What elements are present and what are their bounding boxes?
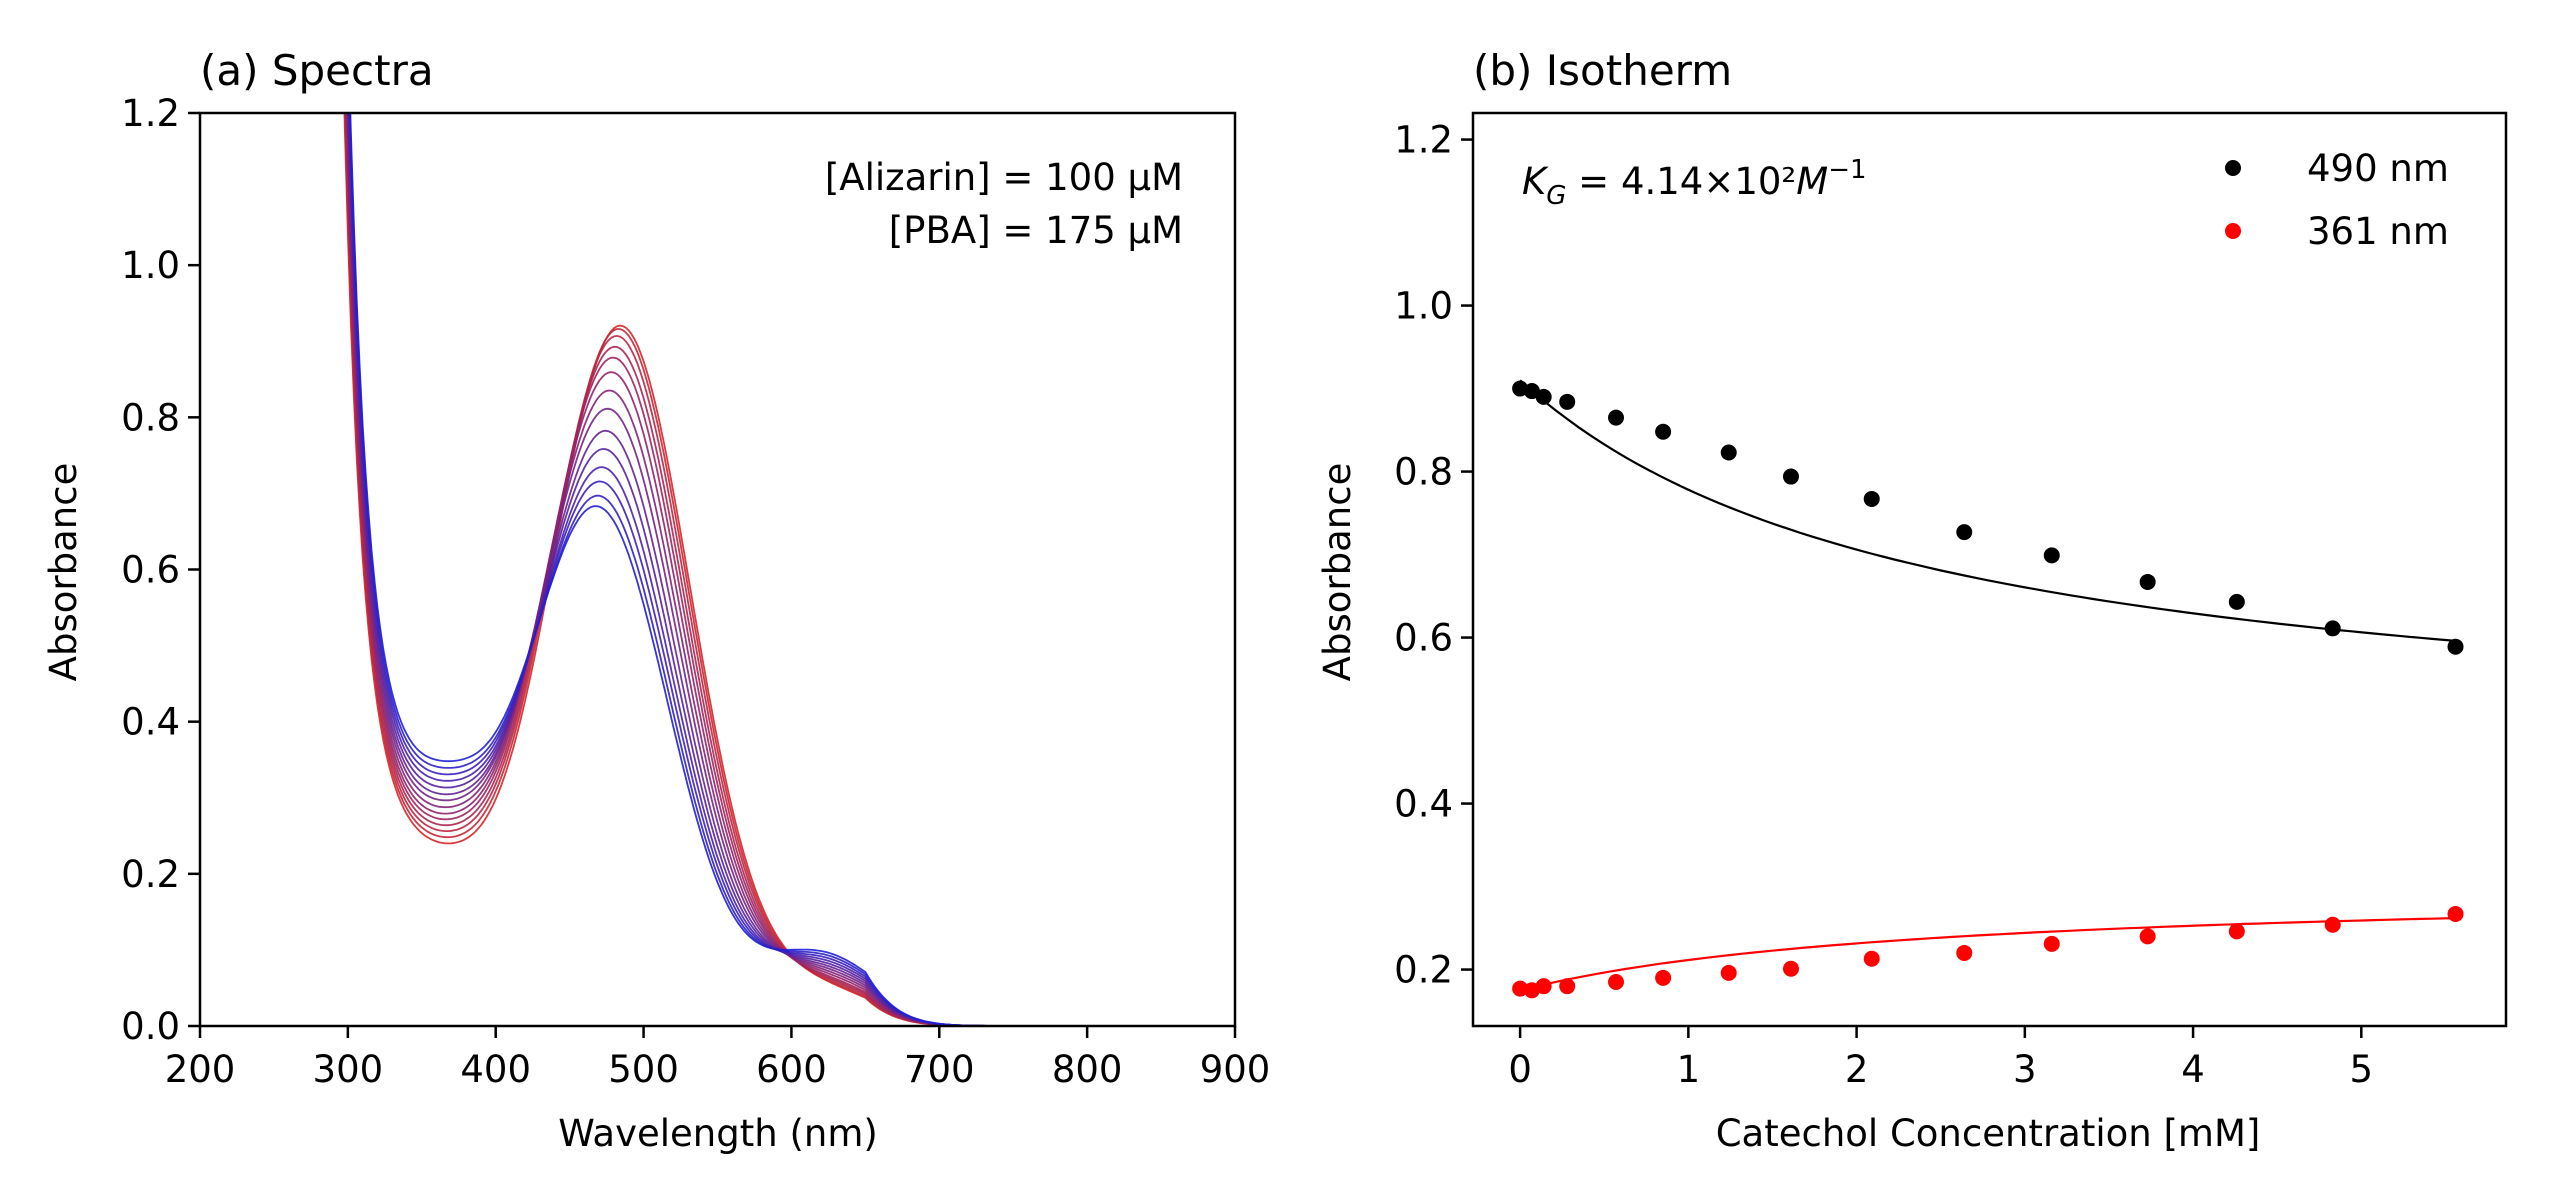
- panel-b-isotherm: (b) Isotherm 0 1 2 3 4 5 0.2 0.4 0.6 0.8 1.0 1.2 C…: [1316, 46, 2508, 1155]
- data-point: [1720, 964, 1737, 981]
- data-point: [1782, 960, 1799, 977]
- panel-b-x-tick-label: 0: [1508, 1048, 1532, 1091]
- panel-a-y-tick-label: 0.4: [121, 701, 180, 744]
- data-point: [2447, 638, 2464, 655]
- spectrum-line: [349, 113, 1058, 1026]
- data-point: [1956, 944, 1973, 961]
- series-361-nm: [1512, 905, 2464, 999]
- panel-a-y-tick-label: 0.8: [121, 396, 180, 439]
- data-point: [1559, 978, 1576, 995]
- panel-b-legend: 490 nm 361 nm: [2225, 147, 2449, 253]
- panel-b-x-tick-label: 4: [2181, 1048, 2205, 1091]
- panel-b-y-tick-label: 0.6: [1394, 617, 1453, 660]
- fit-curve: [1519, 379, 2456, 642]
- panel-a-y-tick-label: 0.2: [121, 853, 180, 896]
- panel-a-x-tick-label: 700: [904, 1048, 975, 1091]
- panel-b-y-axis-label: Absorbance: [1316, 463, 1359, 682]
- panel-a-y-axis-label: Absorbance: [42, 463, 85, 682]
- legend-marker-361: [2225, 223, 2241, 239]
- spectrum-line: [343, 113, 1058, 1026]
- panel-b-title: (b) Isotherm: [1473, 46, 1732, 95]
- panel-a-y-tick-label: 1.0: [121, 244, 180, 287]
- data-point: [2043, 935, 2060, 952]
- panel-b-y-tick-label: 0.4: [1394, 783, 1453, 826]
- panel-a-x-axis-label: Wavelength (nm): [558, 1112, 878, 1155]
- spectrum-line: [345, 113, 1058, 1026]
- data-point: [1720, 444, 1737, 461]
- panel-a-plot-area: [343, 113, 1058, 1026]
- panel-b-x-tick-label: 3: [2013, 1048, 2037, 1091]
- panel-b-y-tick-label: 0.2: [1394, 949, 1453, 992]
- data-point: [1608, 409, 1625, 426]
- data-point: [1655, 969, 1672, 986]
- data-point: [2139, 573, 2156, 590]
- panel-a-frame: [198, 111, 1237, 1028]
- panel-a-y-tick-label: 0.6: [121, 549, 180, 592]
- spectrum-line: [349, 113, 1058, 1026]
- panel-b-y-tick-label: 0.8: [1394, 451, 1453, 494]
- panel-a-x-tick-label: 400: [460, 1048, 531, 1091]
- panel-b-y-tick-label: 1.2: [1394, 119, 1453, 162]
- panel-a-x-ticks: 200 300 400 500 600 700 800 900: [165, 1026, 1271, 1091]
- panel-a-spectra: (a) Spectra 200 300 400 500 600 700 800 900 0.0…: [42, 46, 1271, 1155]
- panel-b-x-tick-label: 1: [1677, 1048, 1701, 1091]
- panel-b-x-tick-label: 5: [2350, 1048, 2374, 1091]
- legend-label-490: 490 nm: [2307, 147, 2449, 190]
- data-point: [2324, 620, 2341, 637]
- panel-b-x-ticks: 0 1 2 3 4 5: [1508, 1026, 2373, 1091]
- spectrum-line: [346, 113, 1058, 1026]
- panel-b-frame: [1471, 111, 2508, 1028]
- panel-a-annotation-pba: [PBA] = 175 μM: [889, 209, 1183, 252]
- data-point: [1559, 393, 1576, 410]
- data-point: [2228, 593, 2245, 610]
- panel-a-x-tick-label: 200: [165, 1048, 236, 1091]
- panel-b-y-tick-label: 1.0: [1394, 285, 1453, 328]
- spectrum-line: [345, 113, 1058, 1026]
- panel-a-x-tick-label: 900: [1200, 1048, 1271, 1091]
- spectrum-line: [343, 113, 1058, 1026]
- data-point: [1863, 490, 1880, 507]
- spectrum-line: [346, 113, 1058, 1026]
- data-point: [1608, 974, 1625, 991]
- panel-a-x-tick-label: 300: [313, 1048, 384, 1091]
- panel-a-title: (a) Spectra: [200, 46, 434, 95]
- legend-label-361: 361 nm: [2307, 210, 2449, 253]
- data-point: [1956, 524, 1973, 541]
- series-490-nm: [1512, 379, 2464, 655]
- panel-b-plot-area: [1512, 379, 2464, 999]
- spectrum-line: [344, 113, 1058, 1026]
- panel-a-y-tick-label: 1.2: [121, 92, 180, 135]
- spectrum-line: [344, 113, 1058, 1026]
- panel-b-y-ticks: 0.2 0.4 0.6 0.8 1.0 1.2: [1394, 119, 1473, 992]
- panel-b-x-tick-label: 2: [1845, 1048, 1869, 1091]
- panel-b-x-axis-label: Catechol Concentration [mM]: [1716, 1112, 2261, 1155]
- spectrum-line: [348, 113, 1058, 1026]
- panel-b-equilibrium-constant: KG = 4.14×10²M−1: [1522, 155, 1867, 211]
- data-point: [1782, 468, 1799, 485]
- spectrum-line: [347, 113, 1058, 1026]
- panel-a-annotation-alizarin: [Alizarin] = 100 μM: [825, 156, 1183, 199]
- panel-a-x-tick-label: 500: [608, 1048, 679, 1091]
- data-point: [1655, 423, 1672, 440]
- data-point: [1535, 978, 1552, 995]
- data-point: [1863, 950, 1880, 967]
- panel-a-y-tick-label: 0.0: [121, 1005, 180, 1048]
- panel-a-y-ticks: 0.0 0.2 0.4 0.6 0.8 1.0 1.2: [121, 92, 200, 1048]
- spectrum-line: [348, 113, 1058, 1026]
- data-point: [2228, 923, 2245, 940]
- data-point: [1535, 388, 1552, 405]
- spectrum-line: [347, 113, 1058, 1026]
- legend-marker-490: [2225, 160, 2241, 176]
- data-point: [2324, 916, 2341, 933]
- spectra-lines: [343, 113, 1058, 1026]
- data-point: [1512, 980, 1529, 997]
- data-point: [2139, 928, 2156, 945]
- data-point: [2447, 905, 2464, 922]
- data-point: [2043, 547, 2060, 564]
- fit-curve: [1519, 917, 2456, 992]
- panel-a-x-tick-label: 600: [756, 1048, 827, 1091]
- panel-a-x-tick-label: 800: [1052, 1048, 1123, 1091]
